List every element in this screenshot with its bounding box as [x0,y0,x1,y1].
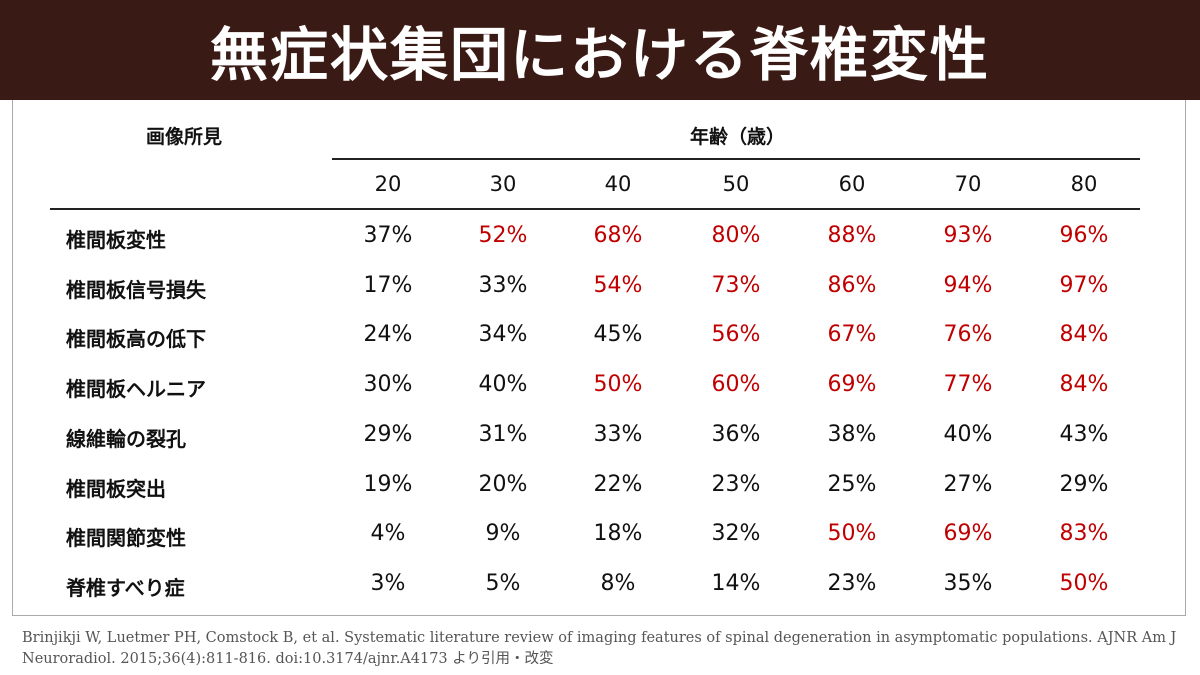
table-cell: 43% [1059,421,1109,447]
row-label: 椎間板突出 [66,476,166,501]
table-cell: 68% [593,223,643,248]
table-cell: 30% [363,372,413,398]
table-cell: 29% [363,421,413,447]
column-header-age: 70 [954,172,982,196]
table-cell: 33% [478,272,528,298]
table-cell: 40% [478,372,528,398]
row-label: 線維輪の裂孔 [66,426,186,451]
table-cell: 73% [711,272,761,298]
table-cell: 32% [711,521,761,547]
row-label: 椎間関節変性 [66,526,186,551]
row-header: 画像所見 [146,126,223,148]
column-header-rule [50,208,1140,210]
column-header-age: 20 [374,172,402,196]
column-header-age: 80 [1070,172,1098,196]
table-cell: 9% [485,521,521,547]
citation-line-1: Brinjikji W, Luetmer PH, Comstock B, et … [22,630,1177,646]
table-cell: 38% [827,421,877,447]
table-cell: 93% [943,223,993,248]
table-cell: 27% [943,471,993,497]
table-cell: 96% [1059,223,1109,248]
table-cell: 50% [827,521,877,547]
table-cell: 54% [593,272,643,298]
table-cell: 84% [1059,372,1109,398]
citation-line-2: Neuroradiol. 2015;36(4):811-816. doi:10.… [22,651,554,667]
citation: Brinjikji W, Luetmer PH, Comstock B, et … [22,628,1182,670]
table-cell: 77% [943,372,993,398]
table-cell: 52% [478,223,528,248]
table-cell: 84% [1059,322,1109,348]
table-cell: 20% [478,471,528,497]
table-cell: 88% [827,223,877,248]
row-label: 椎間板高の低下 [66,327,206,352]
table-cell: 37% [363,223,413,248]
table-cell: 34% [478,322,528,348]
column-header-age: 30 [489,172,517,196]
table-cell: 97% [1059,272,1109,298]
table-cell: 45% [593,322,643,348]
table-cell: 19% [363,471,413,497]
row-label: 脊椎すべり症 [66,575,185,600]
table-cell: 23% [827,570,877,596]
table-cell: 24% [363,322,413,348]
table-cell: 86% [827,272,877,298]
table-cell: 69% [943,521,993,547]
age-header: 年齢（歳） [690,126,786,148]
table-cell: 17% [363,272,413,298]
table-cell: 76% [943,322,993,348]
table-cell: 80% [711,223,761,248]
table-cell: 31% [478,421,528,447]
row-label: 椎間板ヘルニア [66,377,206,402]
table-cell: 40% [943,421,993,447]
table-cell: 50% [593,372,643,398]
table-cell: 25% [827,471,877,497]
table-cell: 8% [600,570,636,596]
table-cell: 83% [1059,521,1109,547]
row-label: 椎間板変性 [66,228,166,252]
table-frame [12,100,1186,616]
table-cell: 35% [943,570,993,596]
table-cell: 4% [370,521,406,547]
title-bar: 無症状集団における脊椎変性 [0,0,1200,100]
table-cell: 22% [593,471,643,497]
column-header-age: 50 [722,172,750,196]
column-header-age: 40 [604,172,632,196]
table-cell: 5% [485,570,521,596]
table-cell: 69% [827,372,877,398]
table-cell: 18% [593,521,643,547]
table-cell: 14% [711,570,761,596]
table-cell: 33% [593,421,643,447]
table-cell: 67% [827,322,877,348]
table-cell: 3% [370,570,406,596]
table-cell: 50% [1059,570,1109,596]
age-header-rule [332,158,1140,160]
table-cell: 23% [711,471,761,497]
row-label: 椎間板信号損失 [66,277,206,302]
page-title: 無症状集団における脊椎変性 [209,21,990,89]
column-header-age: 60 [838,172,866,196]
table-cell: 29% [1059,471,1109,497]
table-cell: 56% [711,322,761,348]
table-cell: 36% [711,421,761,447]
table-cell: 60% [711,372,761,398]
table-cell: 94% [943,272,993,298]
